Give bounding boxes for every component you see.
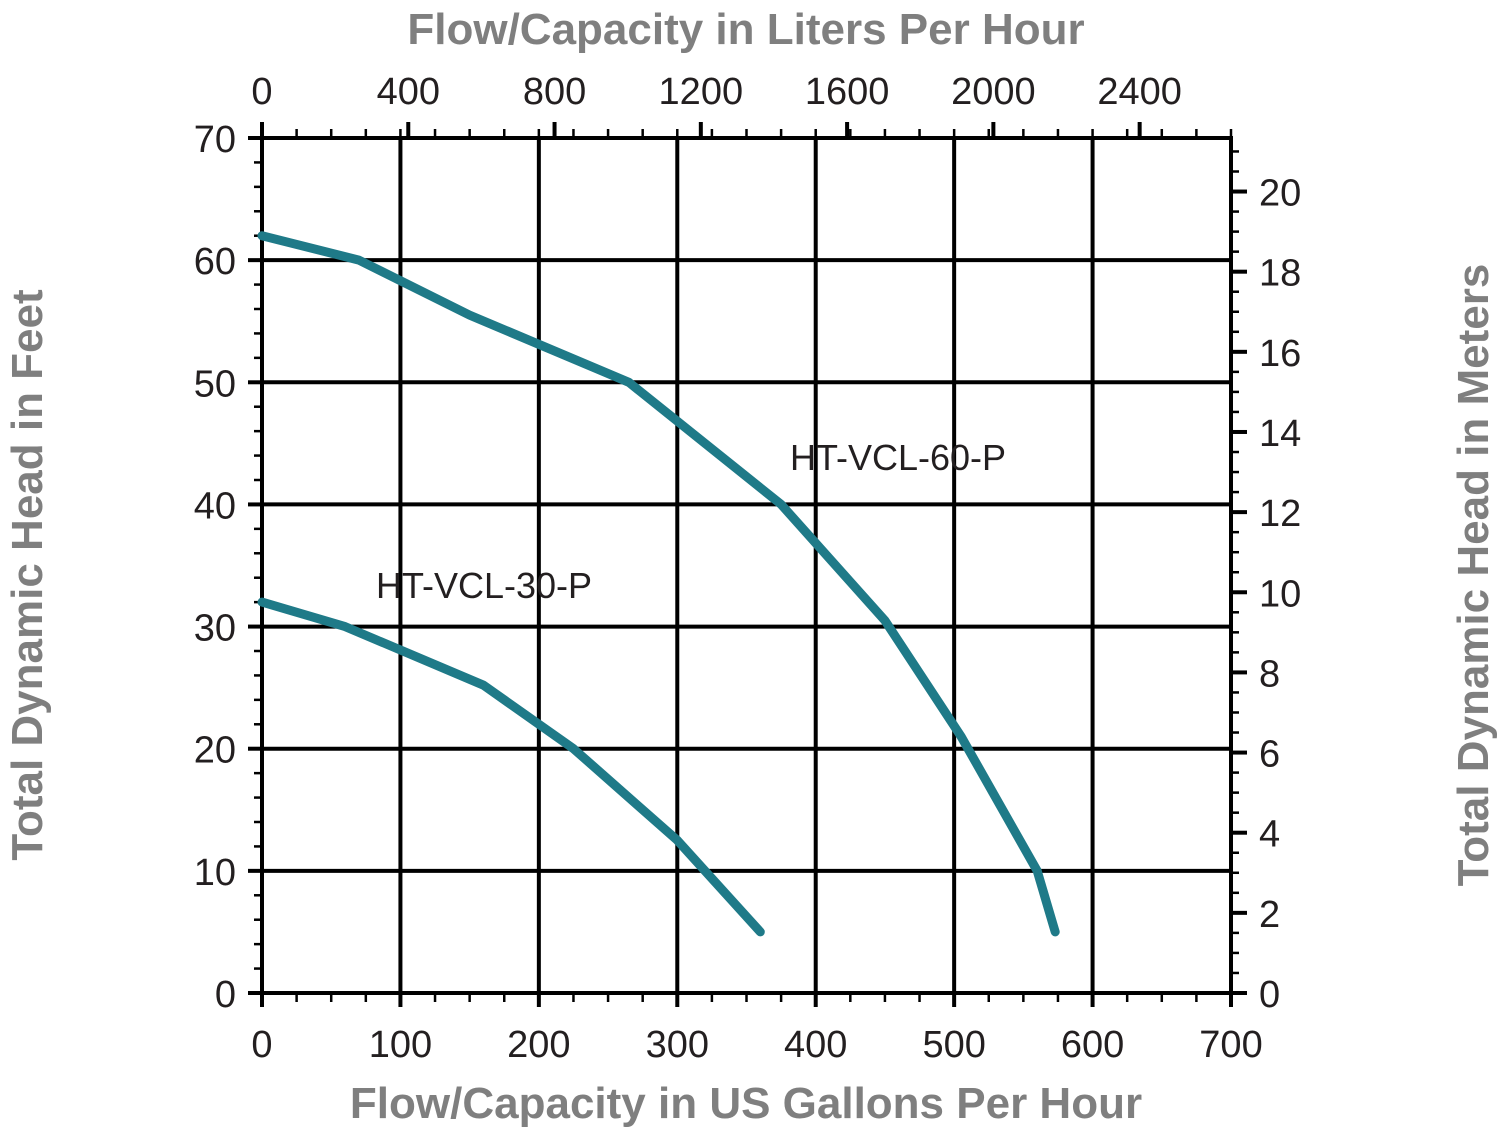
y-tick-label: 70 xyxy=(194,119,236,161)
x2-tick-label: 800 xyxy=(523,71,586,113)
y-tick-label: 10 xyxy=(194,852,236,894)
x2-tick-label: 0 xyxy=(251,71,272,113)
y2-tick-label: 2 xyxy=(1259,894,1280,936)
y-tick-label: 30 xyxy=(194,608,236,650)
x-tick-label: 0 xyxy=(251,1024,272,1066)
series-line-ht-vcl-30-p xyxy=(257,597,765,937)
x-tick-label: 200 xyxy=(507,1024,570,1066)
pump-curves xyxy=(257,231,1060,937)
y-axis-title: Total Dynamic Head in Feet xyxy=(3,289,52,861)
x-axis-title: Flow/Capacity in US Gallons Per Hour xyxy=(350,1079,1142,1128)
series-label-ht-vcl-60-p: HT-VCL-60-P xyxy=(790,437,1006,478)
series-line-ht-vcl-60-p xyxy=(257,231,1060,937)
y2-tick-label: 4 xyxy=(1259,814,1280,856)
y2-tick-label: 6 xyxy=(1259,734,1280,776)
y2-tick-label: 20 xyxy=(1259,173,1301,215)
y2-tick-label: 16 xyxy=(1259,333,1301,375)
y-tick-label: 20 xyxy=(194,730,236,772)
y2-tick-label: 12 xyxy=(1259,493,1301,535)
x2-axis-title: Flow/Capacity in Liters Per Hour xyxy=(407,5,1084,54)
y2-axis-title: Total Dynamic Head in Meters xyxy=(1449,264,1498,887)
y2-tick-label: 8 xyxy=(1259,653,1280,695)
y2-tick-label: 10 xyxy=(1259,573,1301,615)
y-tick-label: 50 xyxy=(194,363,236,405)
x2-tick-label: 1600 xyxy=(805,71,890,113)
y-tick-label: 60 xyxy=(194,241,236,283)
plot-frame xyxy=(260,136,1233,995)
series-label-ht-vcl-30-p: HT-VCL-30-P xyxy=(376,565,592,606)
y2-tick-label: 14 xyxy=(1259,413,1301,455)
x-tick-label: 400 xyxy=(784,1024,847,1066)
y2-tick-label: 18 xyxy=(1259,253,1301,295)
grid xyxy=(260,136,1233,995)
y-tick-label: 40 xyxy=(194,485,236,527)
x2-tick-label: 400 xyxy=(377,71,440,113)
x2-tick-label: 1200 xyxy=(659,71,744,113)
x2-tick-label: 2400 xyxy=(1097,71,1182,113)
x-tick-label: 700 xyxy=(1199,1024,1262,1066)
x-tick-label: 300 xyxy=(646,1024,709,1066)
x-tick-label: 100 xyxy=(369,1024,432,1066)
y-tick-label: 0 xyxy=(215,974,236,1016)
y2-tick-label: 0 xyxy=(1259,974,1280,1016)
x-tick-label: 500 xyxy=(922,1024,985,1066)
x-tick-label: 600 xyxy=(1061,1024,1124,1066)
x2-tick-label: 2000 xyxy=(951,71,1036,113)
